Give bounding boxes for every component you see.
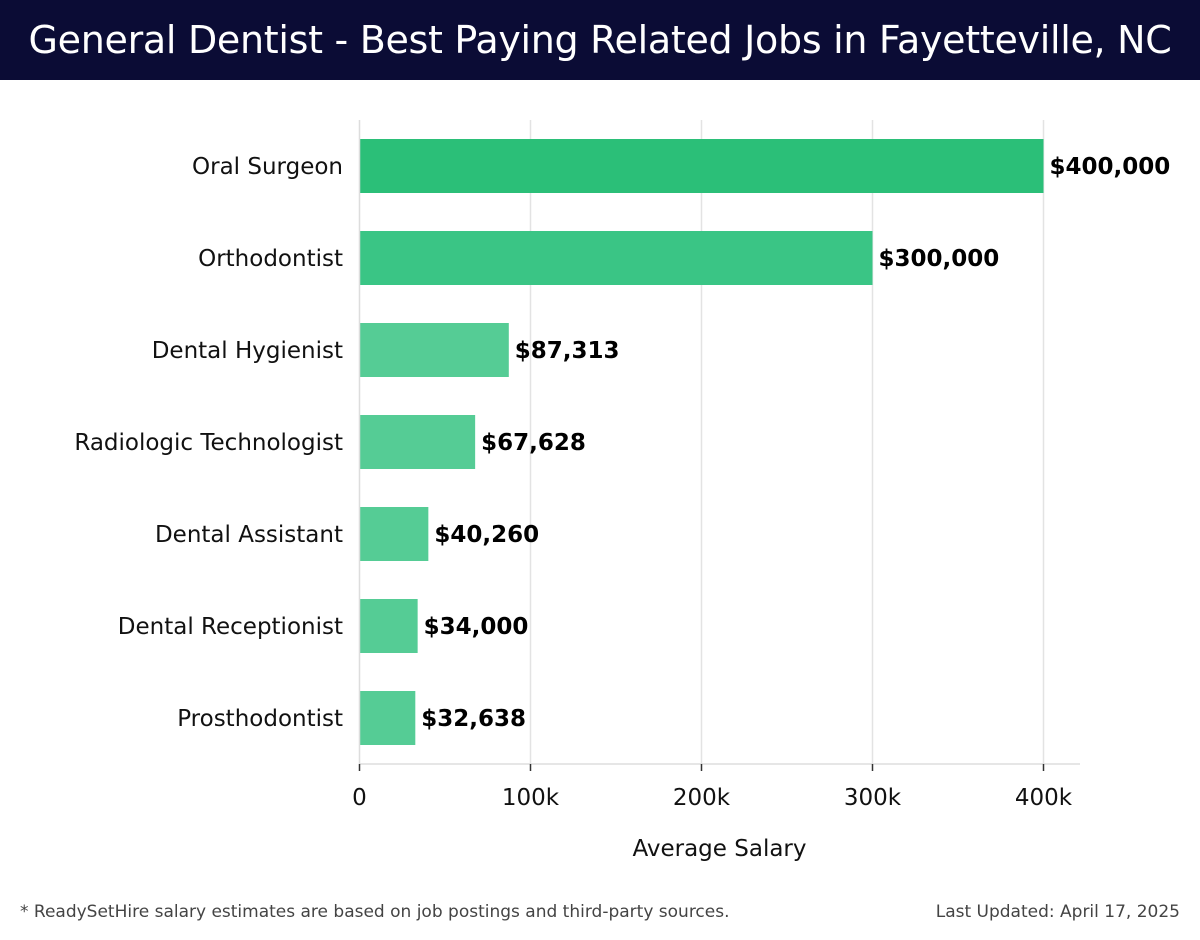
bar <box>360 231 873 285</box>
bar <box>360 599 418 653</box>
x-tick-label: 300k <box>844 785 902 811</box>
x-tick-label: 100k <box>502 785 560 811</box>
grid-lines <box>529 120 1045 764</box>
category-label: Prosthodontist <box>177 706 343 732</box>
bar <box>360 691 416 745</box>
category-label: Orthodontist <box>198 246 343 272</box>
value-label: $300,000 <box>879 246 1000 272</box>
value-label: $34,000 <box>424 614 529 640</box>
value-label: $87,313 <box>515 338 620 364</box>
x-axis-title: Average Salary <box>632 836 806 862</box>
value-label: $67,628 <box>481 430 586 456</box>
category-label: Dental Assistant <box>155 522 343 548</box>
category-label: Oral Surgeon <box>192 154 343 180</box>
last-updated: Last Updated: April 17, 2025 <box>935 902 1180 922</box>
value-label: $400,000 <box>1050 154 1171 180</box>
category-label: Dental Receptionist <box>118 614 343 640</box>
x-tick-label: 400k <box>1015 785 1073 811</box>
value-label: $40,260 <box>434 522 539 548</box>
footnote: * ReadySetHire salary estimates are base… <box>20 902 730 922</box>
category-label: Radiologic Technologist <box>74 430 343 456</box>
bars: Oral Surgeon $400,000 Orthodontist $300,000… <box>74 139 1170 745</box>
x-tick-label: 200k <box>673 785 731 811</box>
chart-title: General Dentist - Best Paying Related Jo… <box>28 18 1172 62</box>
category-label: Dental Hygienist <box>152 338 343 364</box>
x-axis: 0 100k 200k 300k 400k <box>352 120 1080 811</box>
header-bar: General Dentist - Best Paying Related Jo… <box>0 0 1200 80</box>
bar <box>360 323 509 377</box>
bar <box>360 139 1044 193</box>
bar <box>360 507 429 561</box>
bar <box>360 415 476 469</box>
x-tick-label: 0 <box>352 785 367 811</box>
value-label: $32,638 <box>421 706 526 732</box>
